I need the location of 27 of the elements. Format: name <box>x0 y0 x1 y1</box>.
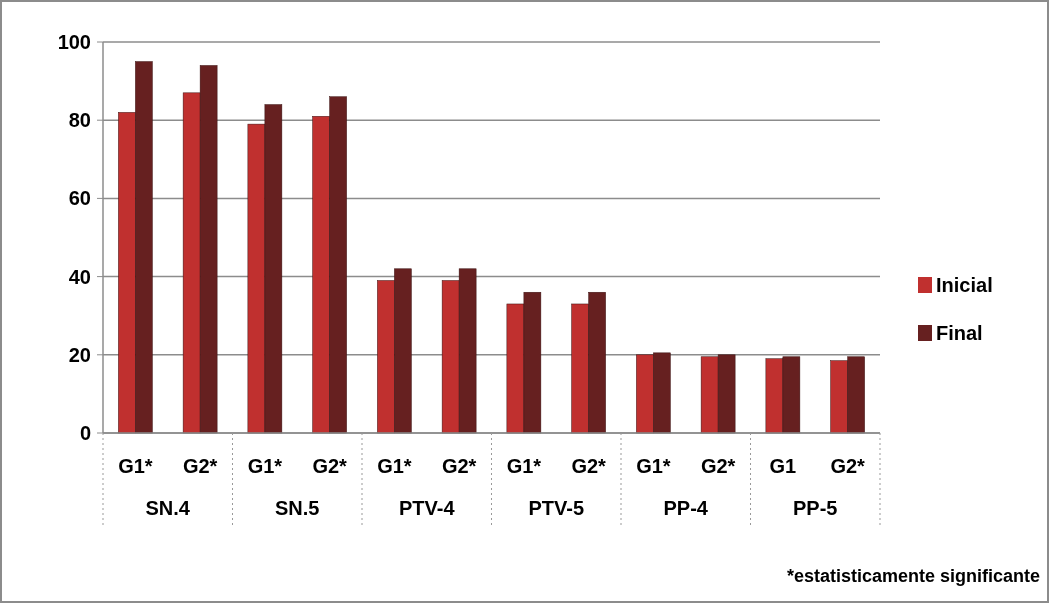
y-tick-label: 80 <box>68 109 91 132</box>
text: PTV-4 <box>398 497 456 519</box>
x-tick-label: G1* <box>118 455 153 477</box>
x-tick-label: G1* <box>247 455 283 477</box>
x-tick-label: G2* <box>830 455 866 477</box>
y-tick-label: 60 <box>68 187 91 210</box>
text: SN.5 <box>275 497 320 519</box>
x-tick-label: G1 <box>769 455 797 477</box>
text: *estatisticamente significante <box>786 566 1040 586</box>
text: SN.4 <box>145 497 191 519</box>
x-tick-label: G2* <box>312 455 348 477</box>
y-tick-label: 0 <box>79 422 91 444</box>
text: PTV-5 <box>528 497 585 519</box>
x-tick-label: G1* <box>636 455 671 477</box>
x-tick-label: G2* <box>182 455 218 477</box>
x-tick-label: G1* <box>377 455 412 477</box>
text: PP-4 <box>663 497 709 519</box>
y-tick-label: 40 <box>68 265 91 288</box>
x-tick-label: G1* <box>506 455 542 477</box>
x-tick-label: G2* <box>571 455 607 477</box>
x-tick-label: G2* <box>441 455 477 477</box>
text: PP-5 <box>793 497 838 519</box>
legend-label: Inicial <box>936 274 993 296</box>
x-tick-label: G2* <box>700 455 736 477</box>
y-tick-label: 100 <box>57 31 91 53</box>
legend-label: Final <box>936 322 983 344</box>
y-tick-label: 20 <box>68 343 91 366</box>
